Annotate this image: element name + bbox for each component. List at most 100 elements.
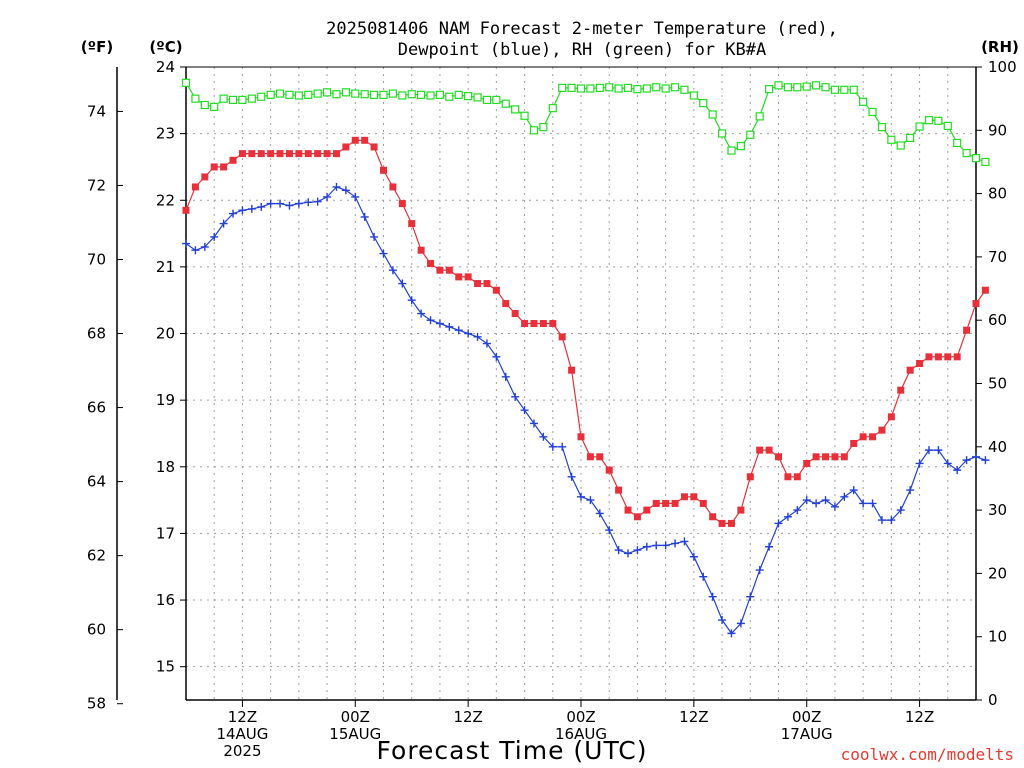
data-point: [529, 419, 538, 428]
data-point: [247, 204, 256, 213]
data-point: [736, 619, 745, 628]
data-point: [971, 154, 981, 163]
data-point: [229, 209, 238, 218]
fahrenheit-tick-label: 72: [87, 176, 106, 194]
data-point: [736, 142, 745, 151]
data-point: [605, 83, 614, 92]
data-point: [360, 212, 369, 221]
data-point: [445, 266, 453, 274]
data-point: [614, 84, 623, 93]
data-point: [680, 85, 689, 94]
data-point: [426, 316, 435, 325]
data-point: [539, 320, 547, 328]
data-point: [492, 95, 501, 105]
data-point: [699, 572, 708, 581]
data-point: [266, 90, 275, 99]
data-point: [802, 82, 811, 91]
data-point: [388, 89, 398, 98]
data-point: [680, 493, 688, 501]
data-point: [323, 150, 331, 158]
data-point: [877, 123, 887, 132]
data-point: [228, 95, 238, 105]
data-point: [690, 493, 698, 501]
data-point: [652, 83, 661, 92]
celsius-tick-label: 21: [156, 258, 175, 276]
data-point: [436, 266, 444, 274]
fahrenheit-tick-label: 74: [87, 102, 106, 120]
data-point: [201, 173, 209, 181]
rh-tick-label: 70: [988, 248, 1007, 266]
fahrenheit-tick-label: 58: [87, 695, 106, 713]
data-point: [963, 326, 971, 334]
data-point: [379, 249, 388, 258]
data-point: [576, 84, 586, 93]
series-layer: [181, 78, 990, 638]
data-point: [220, 163, 228, 171]
data-point: [962, 456, 971, 465]
data-point: [501, 372, 510, 381]
data-point: [379, 90, 388, 99]
data-point: [708, 592, 717, 601]
data-point: [764, 85, 774, 94]
data-point: [934, 353, 942, 361]
data-point: [849, 85, 858, 94]
rh-tick-label: 90: [988, 121, 1007, 139]
data-point: [793, 506, 802, 515]
data-point: [670, 83, 680, 92]
data-point: [464, 329, 473, 338]
data-point: [953, 138, 962, 148]
data-point: [783, 83, 793, 92]
data-point: [586, 84, 595, 93]
data-point: [624, 506, 632, 514]
x-tick-label: 14AUG: [216, 725, 268, 743]
data-point: [257, 92, 266, 101]
fahrenheit-tick-label: 66: [87, 399, 106, 417]
x-tick-label: 00Z: [341, 708, 370, 726]
x-tick-label: 2025: [223, 742, 261, 760]
celsius-tick-label: 23: [156, 125, 175, 143]
data-point: [322, 88, 332, 97]
data-point: [294, 91, 303, 100]
data-point: [332, 90, 341, 99]
data-point: [981, 286, 989, 294]
data-point: [445, 322, 454, 331]
data-point: [897, 386, 905, 394]
data-point: [746, 592, 755, 601]
data-point: [953, 353, 961, 361]
data-point: [200, 100, 209, 110]
data-point: [887, 135, 896, 144]
data-point: [642, 84, 651, 93]
data-point: [567, 83, 576, 92]
data-point: [210, 232, 219, 241]
data-point: [332, 150, 340, 158]
data-point: [304, 90, 313, 99]
data-point: [276, 199, 285, 208]
tick-labels: 15 16 17 18 19 20 21 22 23 24 58 60 62 64 66 68 70 72 74 0 1…: [87, 58, 1017, 760]
data-point: [332, 182, 341, 191]
data-point: [924, 446, 933, 455]
data-point: [868, 107, 877, 117]
data-point: [972, 452, 980, 461]
data-point: [285, 90, 294, 99]
data-point: [586, 496, 595, 505]
celsius-tick-label: 16: [156, 591, 175, 609]
data-point: [840, 85, 849, 94]
fahrenheit-tick-label: 62: [87, 547, 106, 565]
data-point: [285, 201, 294, 210]
data-point: [802, 496, 811, 505]
data-point: [558, 83, 567, 92]
data-point: [210, 102, 219, 111]
data-point: [727, 519, 735, 527]
data-point: [370, 143, 378, 151]
rh-tick-label: 10: [988, 628, 1007, 646]
data-point: [248, 150, 256, 158]
data-point: [520, 111, 529, 120]
data-point: [849, 486, 858, 495]
data-point: [247, 94, 256, 103]
data-point: [822, 453, 830, 461]
chart-title-line1: 2025081406 NAM Forecast 2-meter Temperat…: [326, 19, 838, 39]
data-point: [511, 310, 519, 318]
data-point: [981, 456, 990, 465]
data-point: [539, 123, 548, 132]
series-line: [185, 186, 986, 635]
